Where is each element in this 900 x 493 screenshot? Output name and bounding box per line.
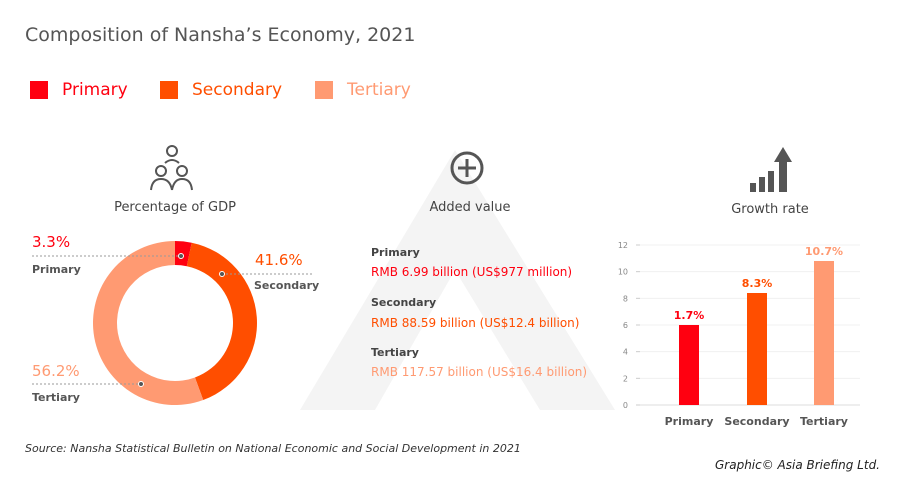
people-group-icon [150,145,193,191]
y-tick-label: 4 [623,348,628,357]
legend-swatch [160,81,178,99]
x-tick-label: Primary [665,415,714,428]
x-tick-label: Tertiary [800,415,848,428]
added-tertiary-label: Tertiary [371,346,419,359]
y-tick-label: 8 [623,294,628,303]
leader-dot [138,381,144,387]
added-primary-value: RMB 6.99 billion (US$977 million) [371,265,573,279]
bar-data-label: 10.7% [805,245,843,258]
source-note: Source: Nansha Statistical Bulletin on N… [25,442,521,455]
leader-dot [178,253,184,259]
tertiary-pct-label: 56.2% [32,362,80,380]
x-tick-label: Secondary [724,415,789,428]
y-tick-label: 6 [623,321,628,330]
primary-category-label: Primary [32,263,81,276]
tertiary-category-label: Tertiary [32,391,80,404]
page-title: Composition of Nansha’s Economy, 2021 [25,24,416,46]
donut-slice-secondary [186,242,257,400]
added-secondary-label: Secondary [371,296,437,309]
added-secondary-value: RMB 88.59 billion (US$12.4 billion) [371,316,580,330]
legend-tertiary: Tertiary [315,80,411,100]
secondary-pct-label: 41.6% [255,251,303,269]
growth-heading: Growth rate [731,202,809,217]
y-tick-label: 12 [618,241,628,250]
plus-circle-icon [450,151,484,185]
bar-data-label: 8.3% [742,277,773,290]
legend-label: Secondary [192,80,283,100]
added-tertiary-value: RMB 117.57 billion (US$16.4 billion) [371,365,588,379]
bar-primary [679,325,699,405]
secondary-category-label: Secondary [254,279,320,292]
legend-label: Primary [62,80,128,100]
bar-tertiary [814,261,834,405]
legend-swatch [315,81,333,99]
legend-label: Tertiary [347,80,411,100]
bar-secondary [747,293,767,405]
legend-secondary: Secondary [160,80,282,100]
legend-swatch [30,81,48,99]
added-primary-label: Primary [371,246,420,259]
bar-data-label: 1.7% [674,309,705,322]
y-tick-label: 10 [618,268,628,277]
rising-bars-arrow-icon [750,147,792,192]
donut-slice-primary [175,241,192,267]
leader-dot [219,271,225,277]
y-tick-label: 2 [623,374,628,383]
donut-slice-tertiary [92,241,204,406]
credit: Graphic© Asia Briefing Ltd. [714,458,880,472]
y-tick-label: 0 [623,401,628,410]
legend-primary: Primary [30,80,128,100]
added-value-heading: Added value [429,200,511,215]
primary-pct-label: 3.3% [32,233,71,251]
gdp-heading: Percentage of GDP [114,200,236,215]
watermark-logo [300,150,615,410]
